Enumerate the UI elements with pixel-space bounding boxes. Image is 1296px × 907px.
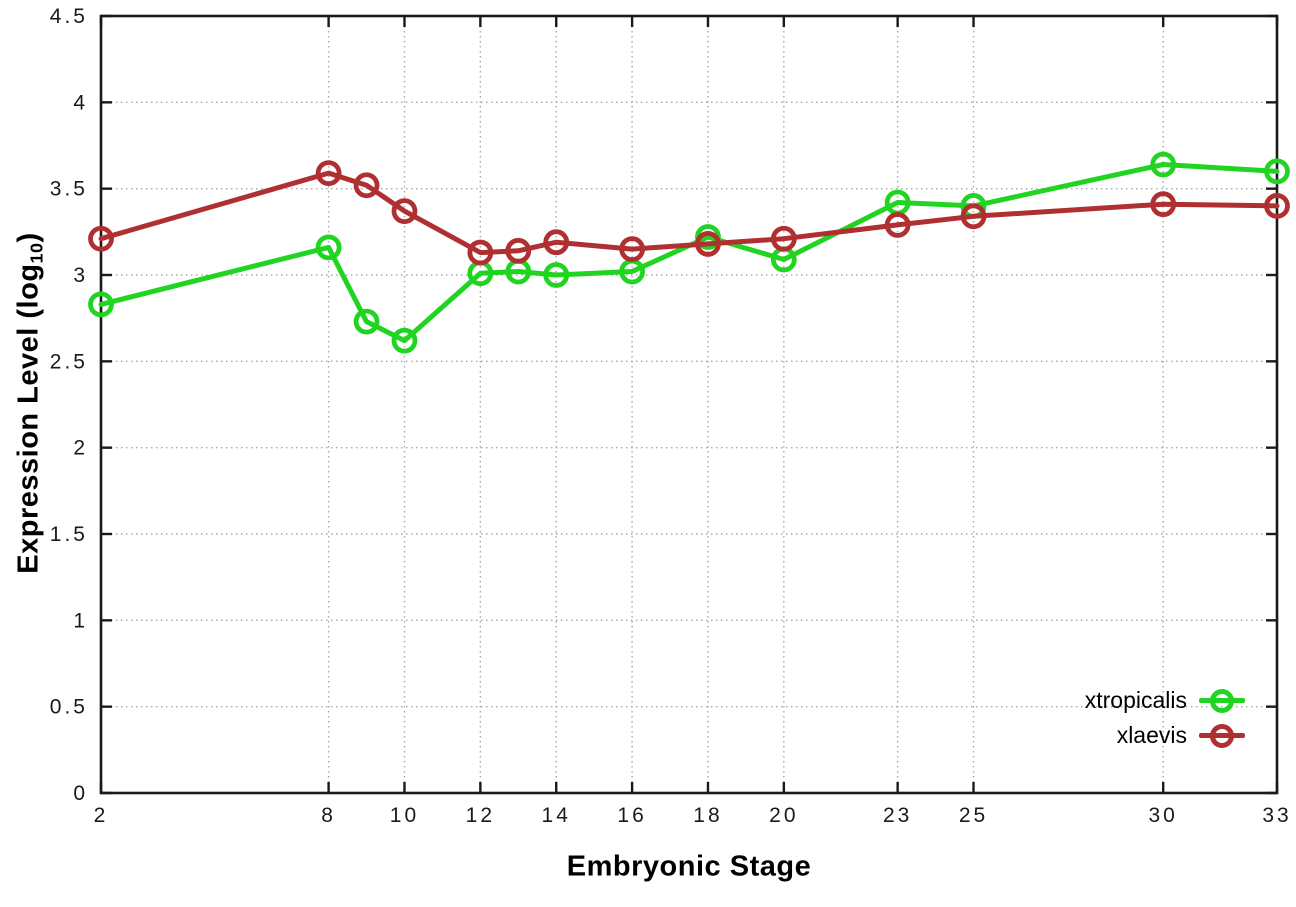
chart-legend: xtropicalis xlaevis — [1085, 684, 1245, 752]
data-point-xtropicalis — [315, 234, 342, 261]
data-point-xlaevis — [884, 212, 911, 238]
data-point-xtropicalis — [1264, 158, 1290, 185]
data-point-xlaevis — [695, 231, 721, 257]
y-tick-label: 4 — [73, 91, 88, 114]
data-point-xlaevis — [1264, 193, 1290, 219]
legend-marker-xtropicalis-icon — [1199, 688, 1245, 714]
data-point-xtropicalis — [543, 262, 570, 288]
data-point-xlaevis — [467, 239, 494, 266]
x-tick-label: 25 — [959, 804, 988, 827]
plot-border — [99, 14, 1279, 795]
x-tick-label: 14 — [542, 804, 571, 827]
x-tick-label: 12 — [466, 804, 495, 827]
data-point-xlaevis — [543, 229, 570, 256]
x-tick-label: 18 — [693, 804, 722, 827]
data-point-xtropicalis — [391, 327, 418, 354]
x-tick-label: 20 — [769, 804, 798, 827]
data-point-xlaevis — [619, 236, 645, 263]
data-point-xlaevis — [88, 225, 114, 252]
y-tick-label: 2 — [73, 437, 88, 460]
y-tick-label: 1 — [73, 609, 88, 632]
y-tick-label: 3 — [73, 264, 88, 287]
series-line-xlaevis — [98, 170, 1280, 256]
y-axis-title-base: Expression Level (log — [12, 263, 45, 574]
y-tick-label: 4.5 — [50, 5, 88, 28]
data-point-xlaevis — [391, 198, 418, 225]
data-point-xlaevis — [1150, 191, 1177, 218]
legend-label-xtropicalis: xtropicalis — [1084, 687, 1187, 713]
data-point-xlaevis — [505, 237, 532, 264]
y-axis-title: Expression Level (log10) — [12, 232, 47, 573]
y-tick-label: 2.5 — [50, 350, 88, 373]
data-point-xlaevis — [770, 225, 797, 252]
y-axis-title-close: ) — [12, 232, 45, 243]
x-tick-label: 2 — [94, 804, 109, 827]
x-tick-label: 10 — [390, 804, 419, 827]
y-axis-title-subscript: 10 — [26, 242, 47, 264]
legend-entry-xtropicalis: xtropicalis — [1085, 684, 1245, 717]
legend-label-xlaevis: xlaevis — [1116, 722, 1187, 748]
legend-marker-xlaevis-icon — [1199, 723, 1245, 749]
series-line-xtropicalis — [98, 162, 1280, 344]
x-tick-label: 8 — [321, 804, 336, 827]
x-tick-label: 33 — [1262, 804, 1291, 827]
x-axis-title: Embryonic Stage — [566, 850, 812, 883]
data-point-xtropicalis — [1150, 151, 1177, 178]
data-point-xlaevis — [315, 160, 342, 187]
y-tick-label: 1.5 — [50, 523, 88, 546]
legend-entry-xlaevis: xlaevis — [1085, 719, 1245, 752]
x-tick-label: 23 — [883, 804, 912, 827]
x-tick-label: 30 — [1149, 804, 1178, 827]
data-point-xtropicalis — [88, 291, 114, 318]
y-tick-label: 0.5 — [50, 696, 88, 719]
data-point-xlaevis — [960, 203, 987, 230]
y-tick-label: 3.5 — [50, 178, 88, 201]
data-point-xlaevis — [353, 172, 380, 199]
x-tick-label: 16 — [617, 804, 646, 827]
y-tick-label: 0 — [73, 782, 88, 805]
data-point-xtropicalis — [353, 308, 380, 335]
